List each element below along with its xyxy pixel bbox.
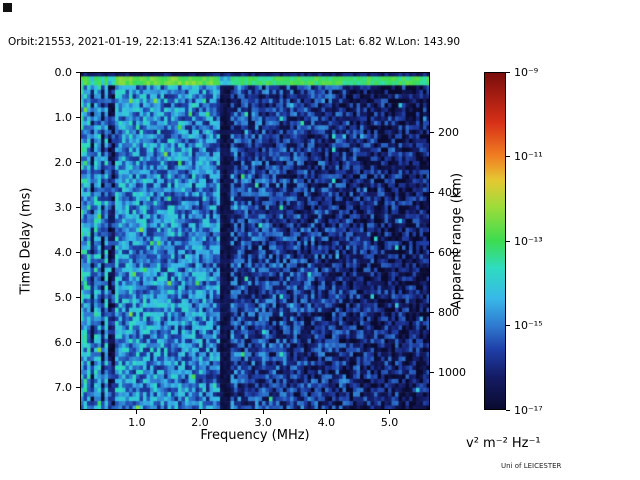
colorbar-tick bbox=[506, 409, 510, 411]
colorbar-tick-label: 10⁻¹¹ bbox=[514, 150, 543, 163]
range-tick-label: 400 bbox=[438, 185, 459, 199]
colorbar-tick bbox=[506, 156, 510, 157]
x-tick bbox=[136, 410, 138, 414]
plot-title: Orbit:21553, 2021-01-19, 22:13:41 SZA:13… bbox=[8, 36, 461, 48]
y-tick-label: 6.0 bbox=[54, 335, 73, 349]
y-tick bbox=[76, 251, 80, 253]
colorbar-tick bbox=[506, 240, 510, 242]
range-tick bbox=[430, 251, 434, 253]
range-tick-label: 200 bbox=[438, 125, 459, 139]
x-tick bbox=[262, 410, 264, 414]
y-tick-label: 1.0 bbox=[54, 110, 73, 124]
y-tick bbox=[76, 206, 80, 208]
range-tick bbox=[430, 371, 434, 373]
x-tick bbox=[325, 410, 327, 414]
colorbar-tick-label: 10⁻⁹ bbox=[514, 65, 539, 79]
x-tick bbox=[389, 410, 391, 414]
y-tick-label: 5.0 bbox=[54, 290, 73, 304]
colorbar-tick-label: 10⁻¹³ bbox=[514, 234, 543, 248]
y-tick-label: 2.0 bbox=[54, 155, 73, 169]
range-tick-label: 1000 bbox=[438, 365, 466, 379]
x-tick bbox=[199, 410, 201, 414]
y-tick-label: 0.0 bbox=[54, 65, 73, 79]
y-tick bbox=[76, 341, 80, 343]
colorbar-tick-label: 10⁻¹⁷ bbox=[514, 403, 543, 417]
x-axis-label: Frequency (MHz) bbox=[200, 428, 310, 443]
x-tick-label: 2.0 bbox=[191, 416, 209, 429]
x-tick-label: 4.0 bbox=[317, 416, 336, 429]
y-tick-label: 4.0 bbox=[54, 245, 73, 259]
colorbar-units-label: v² m⁻² Hz⁻¹ bbox=[466, 436, 541, 451]
y-tick-label: 3.0 bbox=[54, 200, 73, 214]
range-tick bbox=[430, 191, 434, 193]
range-tick bbox=[430, 311, 434, 313]
x-tick-label: 3.0 bbox=[254, 416, 272, 429]
colorbar bbox=[484, 72, 506, 410]
range-tick-label: 600 bbox=[438, 245, 459, 259]
y-tick bbox=[76, 386, 80, 388]
x-tick-label: 5.0 bbox=[380, 416, 399, 429]
y-tick bbox=[76, 71, 80, 73]
y-axis-label-left: Time Delay (ms) bbox=[18, 187, 34, 295]
y-tick bbox=[76, 296, 80, 298]
spectrogram-canvas bbox=[80, 72, 430, 410]
corner-mark bbox=[3, 3, 12, 12]
x-tick-label: 1.0 bbox=[128, 416, 146, 429]
colorbar-tick bbox=[506, 325, 510, 326]
y-tick-label: 7.0 bbox=[54, 380, 73, 394]
colorbar-tick-label: 10⁻¹⁵ bbox=[514, 319, 543, 332]
range-tick-label: 800 bbox=[438, 305, 459, 319]
y-tick bbox=[76, 116, 80, 118]
watermark-text: Uni of LEICESTER bbox=[501, 462, 562, 470]
colorbar-tick bbox=[506, 71, 510, 73]
range-tick bbox=[430, 131, 434, 133]
y-tick bbox=[76, 161, 80, 163]
